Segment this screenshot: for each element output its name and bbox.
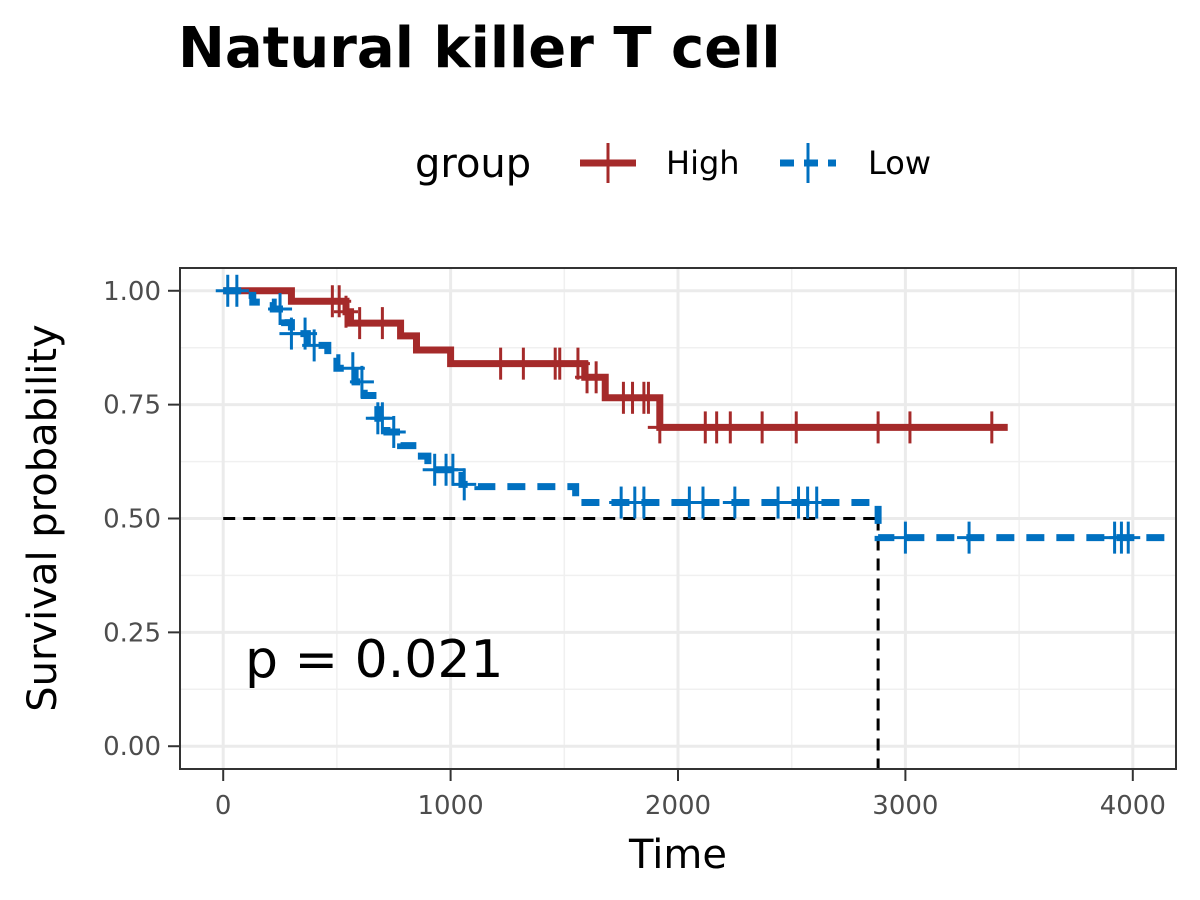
- x-tick-label: 2000: [645, 791, 711, 821]
- censor-mark-high: [584, 361, 609, 394]
- p-value-annotation: p = 0.021: [245, 630, 504, 690]
- legend-key-low: [780, 143, 836, 183]
- x-tick-label: 3000: [872, 791, 938, 821]
- censor-mark-high: [718, 411, 743, 444]
- censor-mark-high: [511, 347, 536, 380]
- censor-mark-low: [691, 486, 716, 519]
- legend-title: group: [415, 141, 531, 187]
- series-layer: [215, 274, 1176, 769]
- y-tick-label: 0.75: [103, 391, 161, 421]
- censor-mark-high: [979, 411, 1004, 444]
- censor-mark-low: [302, 329, 327, 362]
- plot-area: [168, 267, 1177, 781]
- censor-mark-high: [897, 411, 922, 444]
- censor-mark-low: [440, 453, 465, 486]
- y-tick-label: 0.25: [103, 618, 161, 648]
- censor-mark-high: [866, 411, 891, 444]
- censor-mark-low: [268, 292, 293, 325]
- censor-mark-high: [750, 411, 775, 444]
- censor-mark-low: [631, 486, 656, 519]
- censor-mark-low: [957, 521, 982, 554]
- censor-mark-low: [722, 486, 747, 519]
- censor-mark-low: [804, 486, 829, 519]
- x-tick-label: 4000: [1100, 791, 1166, 821]
- censor-mark-high: [647, 411, 672, 444]
- y-tick-label: 0.50: [103, 505, 161, 535]
- censor-mark-high: [347, 307, 372, 340]
- censor-mark-low: [370, 402, 395, 435]
- x-axis-title: Time: [628, 832, 727, 878]
- censor-mark-low: [893, 521, 918, 554]
- chart-title: Natural killer T cell: [178, 16, 781, 81]
- legend-key-high: [580, 143, 636, 183]
- legend: group High Low: [415, 141, 931, 187]
- legend-label-low: Low: [868, 144, 931, 182]
- censor-mark-high: [636, 381, 661, 414]
- censor-mark-low: [766, 486, 791, 519]
- y-tick-label: 1.00: [103, 277, 161, 307]
- censor-mark-high: [334, 295, 358, 328]
- legend-label-high: High: [666, 144, 740, 182]
- x-tick-label: 1000: [418, 791, 484, 821]
- censor-mark-low: [1116, 521, 1141, 554]
- y-axis-title: Survival probability: [20, 324, 66, 711]
- censor-mark-low: [452, 468, 477, 501]
- censor-mark-low: [349, 365, 374, 398]
- censor-mark-high: [488, 347, 513, 380]
- censor-mark-low: [224, 274, 249, 307]
- y-tick-label: 0.00: [103, 732, 161, 762]
- censor-mark-high: [784, 411, 809, 444]
- x-tick-label: 0: [215, 791, 232, 821]
- censor-mark-high: [370, 307, 395, 340]
- censor-mark-low: [381, 415, 406, 448]
